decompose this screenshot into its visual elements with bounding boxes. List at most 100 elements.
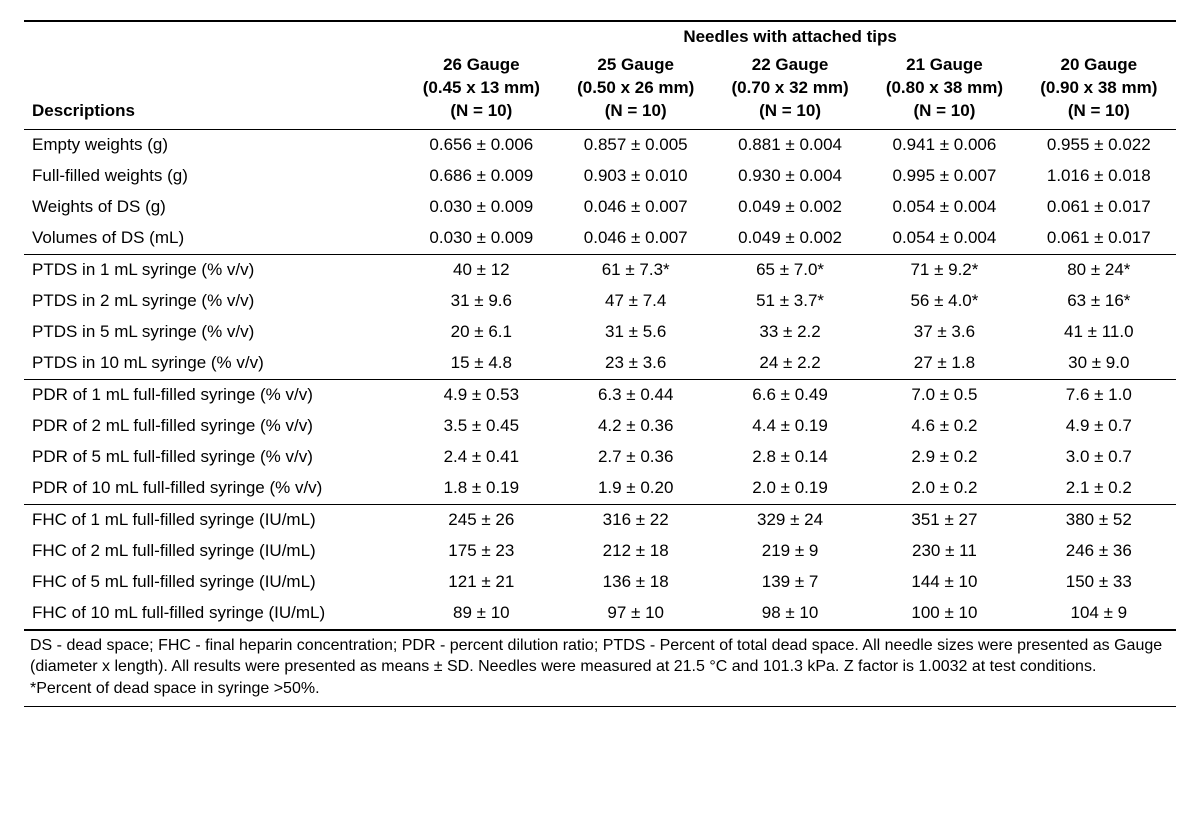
data-cell: 0.061 ± 0.017 — [1022, 223, 1176, 255]
descriptions-header: Descriptions — [24, 21, 404, 129]
table-row: PDR of 10 mL full-filled syringe (% v/v)… — [24, 473, 1176, 505]
data-cell: 4.9 ± 0.7 — [1022, 411, 1176, 442]
data-cell: 150 ± 33 — [1022, 567, 1176, 598]
data-cell: 0.046 ± 0.007 — [559, 192, 713, 223]
gauge-dims: (0.70 x 32 mm) — [731, 78, 848, 97]
data-cell: 104 ± 9 — [1022, 598, 1176, 630]
spanner-header: Needles with attached tips — [404, 21, 1176, 49]
gauge-label: 25 Gauge — [597, 55, 674, 74]
gauge-dims: (0.50 x 26 mm) — [577, 78, 694, 97]
gauge-n: (N = 10) — [759, 101, 821, 120]
data-cell: 6.3 ± 0.44 — [559, 379, 713, 411]
data-cell: 27 ± 1.8 — [867, 348, 1021, 380]
data-cell: 4.9 ± 0.53 — [404, 379, 558, 411]
table-row: Weights of DS (g)0.030 ± 0.0090.046 ± 0.… — [24, 192, 1176, 223]
table-row: Empty weights (g)0.656 ± 0.0060.857 ± 0.… — [24, 129, 1176, 161]
gauge-dims: (0.45 x 13 mm) — [423, 78, 540, 97]
row-description: PTDS in 10 mL syringe (% v/v) — [24, 348, 404, 380]
data-cell: 71 ± 9.2* — [867, 254, 1021, 286]
table-footnotes: DS - dead space; FHC - final heparin con… — [24, 630, 1176, 706]
data-cell: 380 ± 52 — [1022, 504, 1176, 536]
data-cell: 2.8 ± 0.14 — [713, 442, 867, 473]
data-cell: 245 ± 26 — [404, 504, 558, 536]
gauge-dims: (0.80 x 38 mm) — [886, 78, 1003, 97]
data-cell: 329 ± 24 — [713, 504, 867, 536]
gauge-column-header: 21 Gauge (0.80 x 38 mm) (N = 10) — [867, 49, 1021, 129]
data-cell: 2.1 ± 0.2 — [1022, 473, 1176, 505]
row-description: FHC of 1 mL full-filled syringe (IU/mL) — [24, 504, 404, 536]
data-cell: 316 ± 22 — [559, 504, 713, 536]
gauge-n: (N = 10) — [605, 101, 667, 120]
gauge-column-header: 22 Gauge(0.70 x 32 mm)(N = 10) — [713, 49, 867, 129]
row-description: Empty weights (g) — [24, 129, 404, 161]
data-cell: 2.7 ± 0.36 — [559, 442, 713, 473]
data-cell: 0.656 ± 0.006 — [404, 129, 558, 161]
data-cell: 212 ± 18 — [559, 536, 713, 567]
table-row: PDR of 1 mL full-filled syringe (% v/v)4… — [24, 379, 1176, 411]
row-description: FHC of 10 mL full-filled syringe (IU/mL) — [24, 598, 404, 630]
data-cell: 97 ± 10 — [559, 598, 713, 630]
data-cell: 246 ± 36 — [1022, 536, 1176, 567]
row-description: PTDS in 5 mL syringe (% v/v) — [24, 317, 404, 348]
data-cell: 61 ± 7.3* — [559, 254, 713, 286]
data-cell: 175 ± 23 — [404, 536, 558, 567]
table-row: PDR of 2 mL full-filled syringe (% v/v)3… — [24, 411, 1176, 442]
data-cell: 3.5 ± 0.45 — [404, 411, 558, 442]
data-cell: 40 ± 12 — [404, 254, 558, 286]
data-cell: 0.030 ± 0.009 — [404, 192, 558, 223]
data-cell: 2.0 ± 0.19 — [713, 473, 867, 505]
data-cell: 31 ± 5.6 — [559, 317, 713, 348]
data-cell: 121 ± 21 — [404, 567, 558, 598]
gauge-n: (N = 10) — [913, 101, 975, 120]
data-cell: 2.9 ± 0.2 — [867, 442, 1021, 473]
data-cell: 144 ± 10 — [867, 567, 1021, 598]
needle-table: Descriptions Needles with attached tips … — [24, 20, 1176, 707]
data-cell: 15 ± 4.8 — [404, 348, 558, 380]
footnote-asterisk: *Percent of dead space in syringe >50%. — [30, 680, 320, 697]
data-cell: 41 ± 11.0 — [1022, 317, 1176, 348]
table-body: Empty weights (g)0.656 ± 0.0060.857 ± 0.… — [24, 129, 1176, 706]
data-cell: 0.995 ± 0.007 — [867, 161, 1021, 192]
data-cell: 37 ± 3.6 — [867, 317, 1021, 348]
data-cell: 230 ± 11 — [867, 536, 1021, 567]
data-cell: 56 ± 4.0* — [867, 286, 1021, 317]
data-cell: 351 ± 27 — [867, 504, 1021, 536]
gauge-n: (N = 10) — [1068, 101, 1130, 120]
data-cell: 6.6 ± 0.49 — [713, 379, 867, 411]
data-cell: 0.941 ± 0.006 — [867, 129, 1021, 161]
table-row: FHC of 2 mL full-filled syringe (IU/mL)1… — [24, 536, 1176, 567]
data-cell: 20 ± 6.1 — [404, 317, 558, 348]
row-description: PTDS in 2 mL syringe (% v/v) — [24, 286, 404, 317]
data-cell: 0.903 ± 0.010 — [559, 161, 713, 192]
data-cell: 100 ± 10 — [867, 598, 1021, 630]
data-cell: 4.2 ± 0.36 — [559, 411, 713, 442]
data-cell: 219 ± 9 — [713, 536, 867, 567]
gauge-label: 26 Gauge — [443, 55, 520, 74]
data-cell: 0.046 ± 0.007 — [559, 223, 713, 255]
table-row: Volumes of DS (mL)0.030 ± 0.0090.046 ± 0… — [24, 223, 1176, 255]
gauge-label: 21 Gauge — [906, 55, 983, 74]
data-cell: 136 ± 18 — [559, 567, 713, 598]
row-description: PDR of 5 mL full-filled syringe (% v/v) — [24, 442, 404, 473]
data-cell: 0.686 ± 0.009 — [404, 161, 558, 192]
data-cell: 98 ± 10 — [713, 598, 867, 630]
data-cell: 1.9 ± 0.20 — [559, 473, 713, 505]
gauge-column-header: 25 Gauge (0.50 x 26 mm) (N = 10) — [559, 49, 713, 129]
data-cell: 2.0 ± 0.2 — [867, 473, 1021, 505]
data-cell: 51 ± 3.7* — [713, 286, 867, 317]
data-cell: 80 ± 24* — [1022, 254, 1176, 286]
row-description: Volumes of DS (mL) — [24, 223, 404, 255]
data-cell: 63 ± 16* — [1022, 286, 1176, 317]
table-row: FHC of 5 mL full-filled syringe (IU/mL)1… — [24, 567, 1176, 598]
data-cell: 0.054 ± 0.004 — [867, 223, 1021, 255]
row-description: FHC of 2 mL full-filled syringe (IU/mL) — [24, 536, 404, 567]
data-cell: 0.061 ± 0.017 — [1022, 192, 1176, 223]
data-cell: 1.8 ± 0.19 — [404, 473, 558, 505]
data-cell: 0.955 ± 0.022 — [1022, 129, 1176, 161]
row-description: PTDS in 1 mL syringe (% v/v) — [24, 254, 404, 286]
data-cell: 31 ± 9.6 — [404, 286, 558, 317]
row-description: FHC of 5 mL full-filled syringe (IU/mL) — [24, 567, 404, 598]
row-description: PDR of 10 mL full-filled syringe (% v/v) — [24, 473, 404, 505]
data-cell: 47 ± 7.4 — [559, 286, 713, 317]
data-cell: 33 ± 2.2 — [713, 317, 867, 348]
